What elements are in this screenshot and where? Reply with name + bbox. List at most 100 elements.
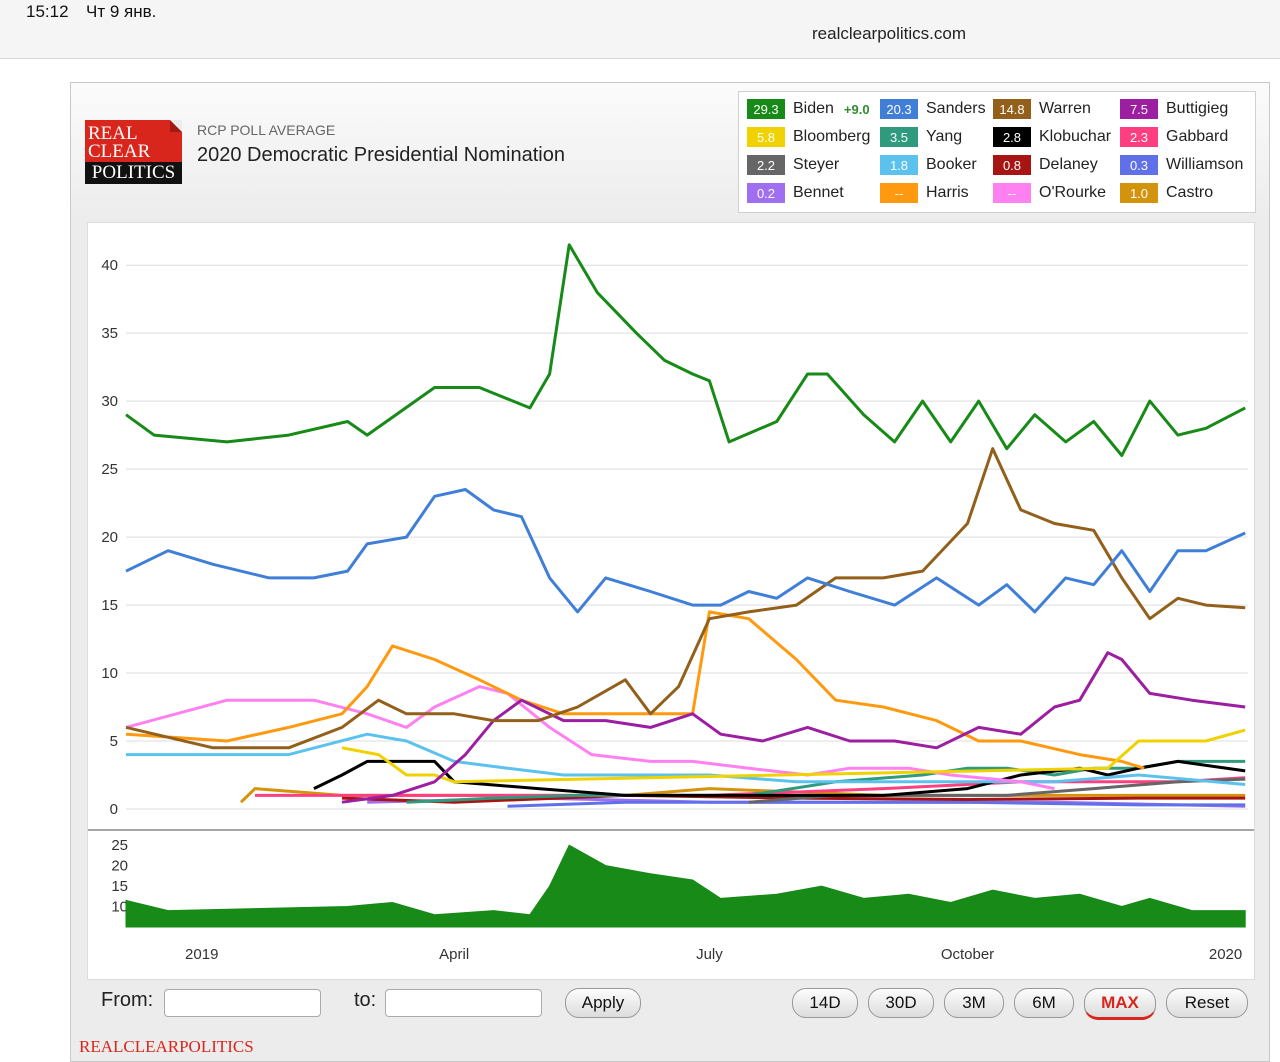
y-tick-label: 15 — [101, 597, 118, 614]
status-bar: 15:12 Чт 9 янв. realclearpolitics.com — [0, 0, 1280, 59]
from-label: From: — [101, 989, 154, 1011]
chart-svg: 0 5 10 15 20 25 30 35 40 10 15 20 25 2019 April July Oct… — [88, 243, 1254, 963]
legend-item-orourke[interactable]: -- O'Rourke — [993, 182, 1106, 204]
legend-value-badge: -- — [880, 183, 918, 203]
series-line-buttigieg — [341, 651, 1246, 804]
x-tick-label: October — [941, 946, 994, 963]
range-14d-button[interactable]: 14D — [792, 988, 858, 1018]
legend-delta: +9.0 — [843, 101, 870, 117]
chart-header: REAL CLEAR POLITICS RCP POLL AVERAGE 202… — [71, 83, 1269, 221]
series-line-bloomberg — [341, 728, 1246, 784]
legend-value-badge: 3.5 — [880, 127, 918, 147]
legend-value-badge: 20.3 — [880, 99, 918, 119]
legend-name: Warren — [1039, 100, 1091, 117]
x-tick-label: 2020 — [1209, 946, 1242, 963]
series-line-warren — [125, 447, 1246, 750]
series-line-klobuchar — [313, 759, 1246, 797]
legend-name: Gabbard — [1166, 128, 1229, 145]
range-controls: From: to: Apply 14D 30D 3M 6M MAX Reset — [71, 979, 1269, 1029]
series-line-harris — [125, 610, 1145, 770]
y-tick-label: 0 — [110, 801, 118, 818]
address-url[interactable]: realclearpolitics.com — [812, 24, 966, 43]
logo-fold-corner — [170, 120, 182, 132]
reset-button[interactable]: Reset — [1166, 988, 1248, 1018]
legend-item-steyer[interactable]: 2.2 Steyer — [747, 154, 839, 176]
legend-value-badge: 5.8 — [747, 127, 785, 147]
legend-item-bloomberg[interactable]: 5.8 Bloomberg — [747, 126, 870, 148]
legend-item-sanders[interactable]: 20.3 Sanders — [880, 98, 986, 120]
legend-value-badge: 14.8 — [993, 99, 1031, 119]
legend-item-warren[interactable]: 14.8 Warren — [993, 98, 1091, 120]
logo-text-clear: CLEAR — [88, 141, 151, 162]
x-tick-label: April — [439, 946, 469, 963]
x-tick-label: July — [696, 946, 723, 963]
legend-name: Bennet — [793, 184, 844, 201]
series-line-orourke — [125, 685, 1055, 791]
legend-item-yang[interactable]: 3.5 Yang — [880, 126, 962, 148]
legend-item-williamson[interactable]: 0.3 Williamson — [1120, 154, 1243, 176]
legend-value-badge: 7.5 — [1120, 99, 1158, 119]
legend-item-biden[interactable]: 29.3 Biden +9.0 — [747, 98, 870, 120]
poll-average-label: RCP POLL AVERAGE — [197, 122, 336, 138]
series-line-gabbard — [255, 776, 1246, 797]
rcp-logo[interactable]: REAL CLEAR POLITICS — [85, 120, 182, 184]
legend-name: Delaney — [1039, 156, 1098, 173]
y-tick-label: 5 — [110, 733, 118, 750]
legend-name: Buttigieg — [1166, 100, 1229, 117]
legend-name: Williamson — [1166, 156, 1244, 173]
series-line-williamson — [507, 800, 1246, 808]
legend-name: Klobuchar — [1039, 128, 1112, 145]
y-tick-label: 35 — [101, 325, 118, 342]
from-date-input[interactable] — [164, 989, 321, 1017]
to-date-input[interactable] — [385, 989, 542, 1017]
legend-item-booker[interactable]: 1.8 Booker — [880, 154, 977, 176]
y-tick-label: 20 — [101, 529, 118, 546]
y-tick-label: 40 — [101, 257, 118, 274]
range-30d-button[interactable]: 30D — [868, 988, 934, 1018]
y-tick-label: 30 — [101, 393, 118, 410]
legend-item-harris[interactable]: -- Harris — [880, 182, 969, 204]
chart-panel: REAL CLEAR POLITICS RCP POLL AVERAGE 202… — [70, 82, 1270, 1062]
apply-button[interactable]: Apply — [565, 988, 641, 1018]
legend-value-badge: 2.2 — [747, 155, 785, 175]
footer-brand[interactable]: REALCLEARPOLITICS — [79, 1037, 254, 1056]
legend-name: Booker — [926, 156, 977, 173]
legend-value-badge: 2.8 — [993, 127, 1031, 147]
legend-item-gabbard[interactable]: 2.3 Gabbard — [1120, 126, 1228, 148]
y-tick-label: 10 — [101, 665, 118, 682]
range-max-button[interactable]: MAX — [1084, 988, 1156, 1020]
legend-value-badge: 1.0 — [1120, 183, 1158, 203]
legend-value-badge: 2.3 — [1120, 127, 1158, 147]
chart-area: 0 5 10 15 20 25 30 35 40 10 15 20 25 2019 April July Oct… — [87, 222, 1255, 980]
legend-item-castro[interactable]: 1.0 Castro — [1120, 182, 1213, 204]
status-time: 15:12 — [26, 2, 69, 21]
series-line-biden — [125, 243, 1246, 457]
mini-y-tick-label: 20 — [111, 858, 128, 875]
legend-name: O'Rourke — [1039, 184, 1107, 201]
mini-y-tick-label: 10 — [111, 899, 128, 916]
legend-name: Yang — [926, 128, 963, 145]
legend-item-buttigieg[interactable]: 7.5 Buttigieg — [1120, 98, 1228, 120]
legend-item-klobuchar[interactable]: 2.8 Klobuchar — [993, 126, 1111, 148]
series-line-sanders — [125, 488, 1246, 614]
legend-name: Sanders — [926, 100, 986, 117]
legend-name: Biden — [793, 100, 834, 117]
legend-item-delaney[interactable]: 0.8 Delaney — [993, 154, 1098, 176]
x-tick-label: 2019 — [185, 946, 218, 963]
range-3m-button[interactable]: 3M — [944, 988, 1004, 1018]
legend-value-badge: 29.3 — [747, 99, 785, 119]
legend-item-bennet[interactable]: 0.2 Bennet — [747, 182, 844, 204]
y-tick-label: 25 — [101, 461, 118, 478]
range-6m-button[interactable]: 6M — [1014, 988, 1074, 1018]
legend-value-badge: 0.3 — [1120, 155, 1158, 175]
chart-title: 2020 Democratic Presidential Nomination — [197, 144, 565, 166]
legend-name: Harris — [926, 184, 969, 201]
status-date: Чт 9 янв. — [86, 2, 157, 21]
legend-name: Bloomberg — [793, 128, 871, 145]
legend-value-badge: 1.8 — [880, 155, 918, 175]
mini-y-tick-label: 25 — [111, 837, 128, 854]
to-label: to: — [354, 989, 377, 1011]
logo-text-real: REAL — [88, 123, 138, 144]
legend-name: Steyer — [793, 156, 840, 173]
mini-area-biden — [125, 844, 1246, 928]
